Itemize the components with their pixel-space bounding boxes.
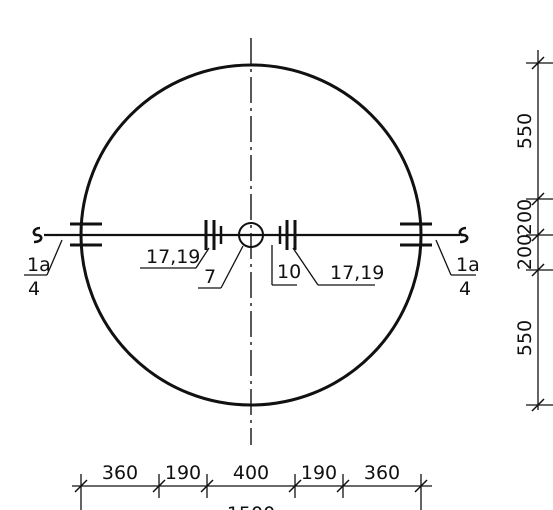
right-dim-3: 200 bbox=[514, 234, 536, 270]
label-center-left: 7 bbox=[204, 266, 216, 288]
leader-center-left: 7 bbox=[198, 245, 244, 289]
center-pipe-circle bbox=[238, 222, 264, 248]
right-callout-top: 1a bbox=[456, 254, 480, 276]
bottom-dimension-chain: 360 190 400 190 360 1500 bbox=[72, 462, 432, 510]
right-dim-1: 550 bbox=[514, 113, 536, 149]
left-wall-penetration bbox=[70, 222, 102, 247]
leader-right-pair: 17,19 bbox=[292, 247, 384, 286]
right-wall-penetration bbox=[400, 222, 432, 247]
bottom-dim-4: 190 bbox=[301, 462, 337, 484]
label-right-pair: 17,19 bbox=[330, 262, 384, 284]
left-callout: 1a 4 bbox=[24, 239, 63, 300]
right-fitting bbox=[278, 220, 297, 250]
label-center-right: 10 bbox=[277, 261, 301, 283]
bottom-dim-2: 190 bbox=[165, 462, 201, 484]
right-callout-bottom: 4 bbox=[459, 278, 471, 300]
right-dimension-chain: 550 200 200 550 bbox=[514, 50, 553, 412]
right-end-symbol bbox=[458, 226, 469, 244]
right-dim-4: 550 bbox=[514, 320, 536, 356]
left-callout-bottom: 4 bbox=[28, 278, 40, 300]
leader-center-right: 10 bbox=[271, 245, 301, 286]
left-end-symbol bbox=[32, 226, 43, 244]
bottom-dim-3: 400 bbox=[233, 462, 269, 484]
bottom-dim-total: 1500 bbox=[227, 503, 275, 510]
label-left-pair: 17,19 bbox=[146, 246, 200, 268]
bottom-dim-5: 360 bbox=[364, 462, 400, 484]
left-callout-top: 1a bbox=[27, 254, 51, 276]
right-dim-2: 200 bbox=[514, 199, 536, 235]
left-fitting bbox=[204, 220, 223, 250]
bottom-dim-1: 360 bbox=[102, 462, 138, 484]
leader-left-pair: 17,19 bbox=[140, 246, 210, 269]
right-callout: 1a 4 bbox=[435, 239, 480, 300]
